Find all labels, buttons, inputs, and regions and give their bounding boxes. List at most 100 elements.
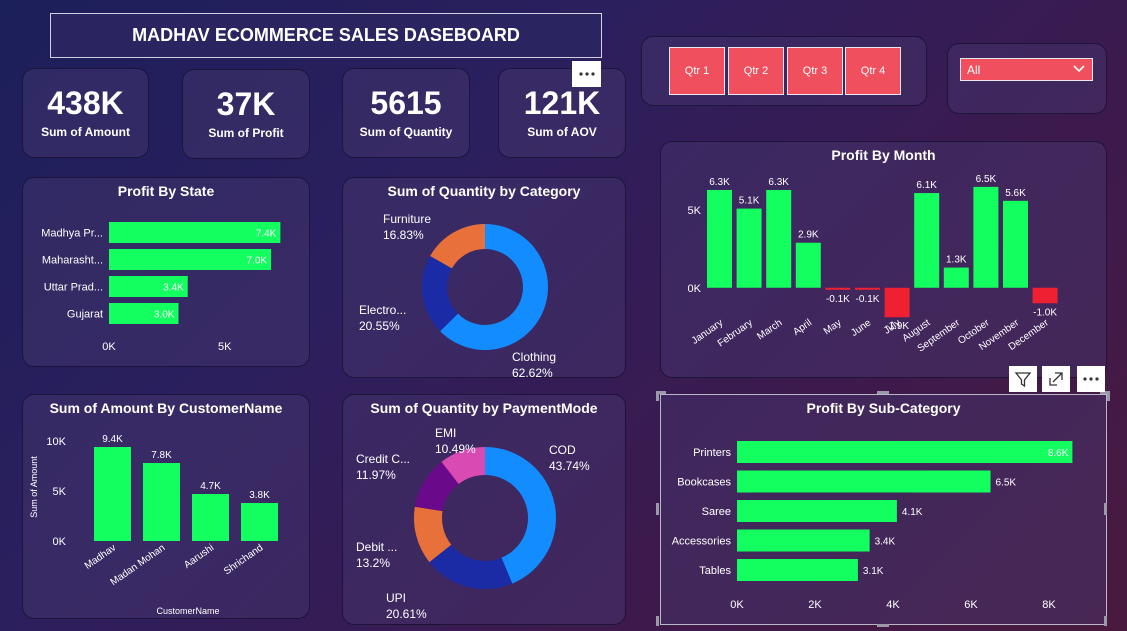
quantity-by-category-panel[interactable]: Sum of Quantity by Category Clothing 62.6… — [342, 177, 626, 380]
bar — [736, 208, 762, 288]
slice-percent-label: 62.62% — [512, 366, 553, 379]
profit-by-state-chart: Madhya Pr... 7.4K Maharasht... 7.0K Uttar Pr… — [41, 222, 281, 353]
data-label: 8.6K — [1048, 448, 1069, 459]
data-label: 2.9K — [798, 230, 819, 241]
focus-mode-button[interactable] — [1042, 366, 1070, 392]
bar — [943, 267, 969, 288]
slice-name-label: Furniture — [383, 212, 431, 226]
profit-by-state-panel[interactable]: Profit By State Madhya Pr... 7.4K Maharash… — [22, 177, 310, 367]
chart-title: Sum of Quantity by Category — [387, 183, 581, 199]
category-label: Printers — [693, 447, 731, 459]
more-options-button[interactable] — [572, 61, 601, 87]
data-label: 3.1K — [863, 566, 884, 577]
filter-icon — [1014, 372, 1032, 388]
bar — [241, 503, 278, 541]
profit-by-month-chart: 5K0K6.3KJanuary5.1KFebruary6.3KMarch2.9K… — [688, 174, 1058, 355]
data-label: 7.8K — [151, 450, 172, 461]
more-options-button[interactable] — [1077, 366, 1105, 392]
resize-handle[interactable] — [1100, 391, 1110, 394]
kpi-label: Sum of AOV — [527, 125, 597, 139]
bar — [1003, 200, 1028, 288]
dropdown-value: All — [967, 63, 981, 77]
bar — [737, 441, 1073, 463]
data-label: 6.1K — [916, 180, 937, 191]
category-label: Saree — [702, 506, 731, 518]
tick-label: 0K — [730, 599, 744, 611]
amount-by-customer-panel[interactable]: Sum of Amount By CustomerName 10K 5K 0K 9.4… — [22, 394, 310, 619]
data-label: 4.1K — [902, 507, 923, 518]
chart-title: Sum of Quantity by PaymentMode — [370, 400, 598, 416]
chart-title: Profit By Month — [831, 147, 936, 163]
slice-percent-label: 20.61% — [386, 607, 427, 621]
kpi-value: 121K — [523, 85, 601, 121]
qtr1-button[interactable]: Qtr 1 — [669, 47, 725, 95]
kpi-card-amount[interactable]: 438K Sum of Amount — [22, 68, 149, 158]
resize-handle[interactable] — [656, 616, 659, 626]
focus-mode-icon — [1049, 372, 1063, 386]
data-label: 7.4K — [256, 229, 277, 240]
bar — [914, 193, 940, 288]
bar — [94, 447, 131, 541]
slice-name-label: Debit ... — [356, 540, 397, 554]
resize-handle[interactable] — [1104, 503, 1107, 515]
kpi-card-aov[interactable]: 121K Sum of AOV — [498, 68, 626, 158]
qtr2-button[interactable]: Qtr 2 — [728, 47, 784, 95]
category-label: Maharasht... — [42, 255, 103, 267]
bar — [109, 276, 188, 297]
donut-slice — [429, 544, 513, 589]
resize-handle[interactable] — [877, 391, 889, 394]
profit-by-subcategory-chart: Printers 8.6K Bookcases 6.5K Saree 4.1K Access… — [672, 441, 1073, 611]
resize-handle[interactable] — [656, 391, 659, 401]
kpi-value: 438K — [47, 85, 124, 121]
bar — [825, 287, 851, 290]
chart-title: Profit By State — [117, 183, 215, 199]
kpi-card-quantity[interactable]: 5615 Sum of Quantity — [342, 68, 470, 158]
slice-percent-label: 11.97% — [356, 468, 396, 482]
bar — [795, 242, 821, 288]
filter-button[interactable] — [1009, 366, 1037, 392]
slice-percent-label: 20.55% — [359, 319, 400, 333]
tick-label: 4K — [886, 599, 900, 611]
bar — [1032, 287, 1058, 304]
data-label: 1.3K — [946, 255, 967, 266]
profit-by-subcategory-panel[interactable]: Profit By Sub-Category Printers 8.6K Bookc… — [660, 394, 1107, 625]
slice-name-label: Electro... — [359, 303, 406, 317]
resize-handle[interactable] — [1107, 391, 1110, 401]
donut-slice — [422, 256, 458, 332]
bar — [737, 529, 870, 552]
filter-dropdown[interactable]: All — [960, 58, 1093, 81]
dashboard-title: MADHAV ECOMMERCE SALES DASEBOARD — [50, 13, 602, 58]
slice-name-label: Clothing — [512, 350, 556, 364]
kpi-value: 5615 — [370, 85, 442, 121]
tick-label: 5K — [218, 341, 232, 353]
qtr3-button[interactable]: Qtr 3 — [787, 47, 843, 95]
data-label: 6.5K — [976, 174, 997, 185]
data-label: 5.6K — [1005, 188, 1026, 199]
slice-percent-label: 13.2% — [356, 556, 390, 570]
resize-handle[interactable] — [1104, 616, 1107, 626]
slice-name-label: EMI — [435, 426, 456, 440]
bar — [737, 500, 897, 522]
category-label: Madhya Pr... — [41, 228, 103, 240]
donut-slice — [441, 447, 485, 485]
bar — [109, 303, 179, 324]
kpi-label: Sum of Profit — [208, 126, 284, 140]
category-label: Gujarat — [67, 309, 103, 321]
chevron-down-icon — [1073, 65, 1085, 73]
donut-slice — [440, 224, 548, 350]
kpi-card-profit[interactable]: 37K Sum of Profit — [182, 69, 310, 159]
resize-handle[interactable] — [877, 624, 889, 627]
kpi-value: 37K — [216, 86, 276, 122]
resize-handle[interactable] — [656, 391, 666, 394]
data-label: 4.7K — [200, 481, 221, 492]
quantity-by-paymentmode-panel[interactable]: Sum of Quantity by PaymentMode COD 43.74%… — [342, 394, 626, 625]
resize-handle[interactable] — [656, 503, 659, 515]
bar — [884, 287, 910, 318]
profit-by-month-panel[interactable]: Profit By Month 5K 0K 6.3K January 5.1K Febru… — [660, 141, 1107, 378]
bar — [855, 287, 880, 290]
category-label: Tables — [699, 565, 731, 577]
data-label: 3.8K — [249, 490, 270, 501]
qtr4-button[interactable]: Qtr 4 — [845, 47, 901, 95]
slice-percent-label: 16.83% — [383, 228, 424, 242]
y-axis-title: Sum of Amount — [29, 456, 39, 518]
